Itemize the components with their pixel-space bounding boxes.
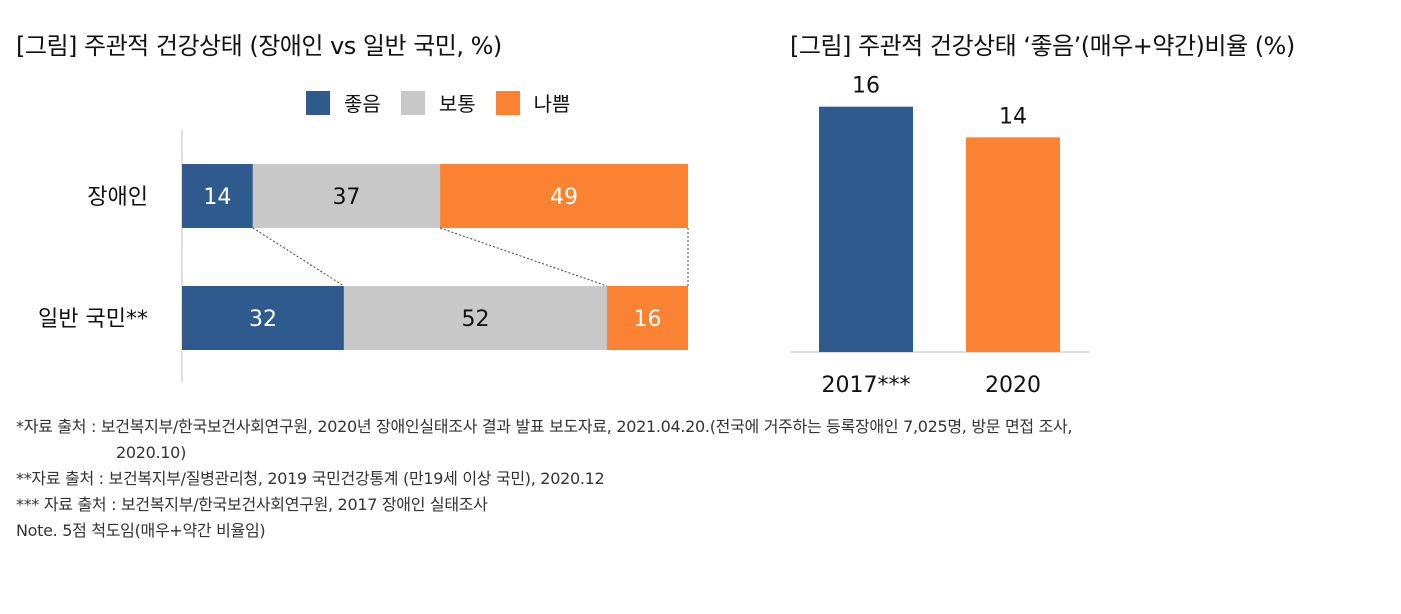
data-label-1-1: 52 xyxy=(461,307,489,332)
x-tick-label-0: 2017*** xyxy=(822,373,911,398)
legend-item-normal: 보통 xyxy=(400,88,476,117)
connector-line-1 xyxy=(439,227,608,287)
x-tick-label-1: 2020 xyxy=(985,373,1041,398)
bar-segment-1-2 xyxy=(607,286,688,350)
legend-item-bad: 나쁨 xyxy=(495,88,571,117)
bar-value-label-0: 16 xyxy=(852,74,880,99)
legend-swatch-normal xyxy=(400,90,425,115)
data-label-0-2: 49 xyxy=(550,185,578,210)
bar-segment-1-1 xyxy=(343,286,608,350)
note-line-4: *** 자료 출처 : 보건복지부/한국보건사회연구원, 2017 장애인 실태… xyxy=(16,495,488,514)
data-label-0-0: 14 xyxy=(203,185,231,210)
note-line-1: *자료 출처 : 보건복지부/한국보건사회연구원, 2020년 장애인실태조사 … xyxy=(16,417,1073,436)
legend-item-good: 좋음 xyxy=(306,88,381,117)
legend-swatch-good xyxy=(306,90,330,115)
right-chart-title: [그림] 주관적 건강상태 ‘좋음’(매우+약간)비율 (%) xyxy=(790,32,1295,60)
source-notes: *자료 출처 : 보건복지부/한국보건사회연구원, 2020년 장애인실태조사 … xyxy=(16,414,1073,544)
note-line-2: 2020.10) xyxy=(116,443,187,462)
bar-0 xyxy=(819,106,913,353)
bar-segment-0-1 xyxy=(252,164,441,228)
legend-label-bad: 나쁨 xyxy=(533,92,571,116)
bar-1 xyxy=(966,137,1060,352)
legend: 좋음 보통 나쁨 xyxy=(306,88,590,117)
data-label-0-1: 37 xyxy=(332,185,360,210)
connector-line-0 xyxy=(252,227,345,287)
note-line-3: **자료 출처 : 보건복지부/질병관리청, 2019 국민건강통계 (만19세… xyxy=(16,469,605,488)
bar-segment-0-0 xyxy=(182,164,253,228)
bar-segment-1-0 xyxy=(182,286,344,350)
note-line-5: Note. 5점 척도임(매우+약간 비율임) xyxy=(16,521,266,540)
category-label-1: 일반 국민** xyxy=(38,307,148,332)
legend-label-normal: 보통 xyxy=(438,92,476,116)
legend-label-good: 좋음 xyxy=(344,92,381,116)
bar-value-label-1: 14 xyxy=(999,104,1027,129)
left-chart-title: [그림] 주관적 건강상태 (장애인 vs 일반 국민, %) xyxy=(16,32,502,60)
data-label-1-2: 16 xyxy=(634,307,662,332)
legend-swatch-bad xyxy=(495,90,520,115)
bar-segment-0-2 xyxy=(440,164,688,228)
category-label-0: 장애인 xyxy=(87,185,148,210)
data-label-1-0: 32 xyxy=(249,307,277,332)
